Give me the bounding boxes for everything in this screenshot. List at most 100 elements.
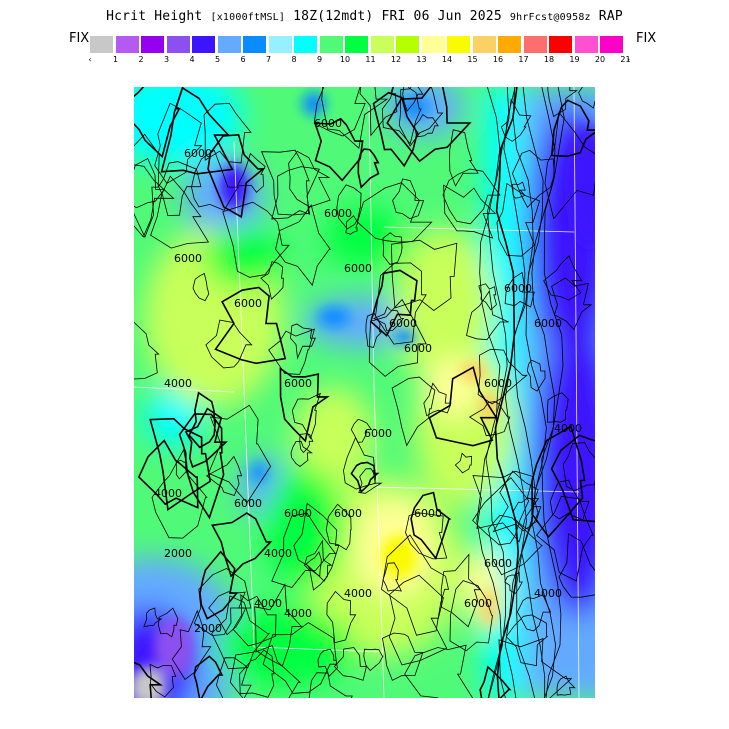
colorbar-fix-right: FIX xyxy=(636,31,657,46)
contour-line xyxy=(203,102,252,164)
contour-label: 6000 xyxy=(484,377,512,390)
colorbar-tick-label: 16 xyxy=(492,55,504,64)
title-units: [x1000ftMSL] xyxy=(210,12,286,23)
contour-line xyxy=(375,262,427,345)
contour-line xyxy=(304,539,333,591)
contour-line xyxy=(494,87,520,698)
colorbar-swatch xyxy=(345,36,368,53)
contour-label: 4000 xyxy=(154,487,182,500)
contour-line xyxy=(358,468,383,494)
contour-line xyxy=(381,87,422,145)
colorbar-swatch xyxy=(396,36,419,53)
contour-line xyxy=(402,87,424,112)
colorbar-tick-label: 8 xyxy=(291,55,297,64)
contour-line xyxy=(137,439,199,509)
contour-line xyxy=(134,157,166,209)
colorbar-tick-label: 4 xyxy=(189,55,195,64)
contour-line xyxy=(207,133,266,219)
contour-line xyxy=(472,470,540,543)
contour-line xyxy=(151,448,208,539)
contour-line xyxy=(496,182,541,257)
contour-line xyxy=(442,168,501,225)
contour-line xyxy=(134,133,160,239)
contour-line xyxy=(205,319,253,369)
contour-line xyxy=(345,215,359,235)
colorbar-tick-label: 15 xyxy=(467,55,478,64)
contour-line xyxy=(472,477,530,546)
colorbar-tick-label: 14 xyxy=(441,55,453,64)
contour-line xyxy=(290,440,313,468)
contour-label: 6000 xyxy=(464,597,492,610)
contour-line xyxy=(160,87,234,175)
contour-line xyxy=(279,367,330,443)
contour-line xyxy=(193,655,224,698)
contour-line xyxy=(175,459,188,480)
contour-line xyxy=(178,413,225,520)
contour-line xyxy=(541,87,565,698)
contour-line xyxy=(466,289,509,341)
contour-label: 6000 xyxy=(184,147,212,160)
contour-line xyxy=(205,455,243,496)
colorbar-tick-label: 2 xyxy=(138,55,144,64)
colorbar-swatch xyxy=(319,36,343,53)
colorbar-tick-label: 21 xyxy=(620,55,631,64)
contour-line xyxy=(305,551,322,577)
contour-label: 6000 xyxy=(344,262,372,275)
contour-line xyxy=(556,675,576,696)
contour-line xyxy=(260,261,284,300)
colorbar-tick-label: 19 xyxy=(569,55,580,64)
colorbar-tick-label: 13 xyxy=(416,55,427,64)
contour-line xyxy=(578,87,595,109)
contour-label: 6000 xyxy=(534,317,562,330)
contour-line xyxy=(388,574,448,666)
contour-line xyxy=(357,182,433,243)
chart-title: Hcrit Height [x1000ftMSL] 18Z(12mdt) FRI… xyxy=(0,9,729,24)
colorbar-swatch xyxy=(523,36,547,53)
title-forecast: 9hrFcst@0958z xyxy=(509,12,591,23)
contour-line xyxy=(336,184,362,230)
contour-label: 6000 xyxy=(284,377,312,390)
contour-line xyxy=(503,87,527,698)
contour-line xyxy=(428,366,498,447)
contour-line xyxy=(254,583,303,667)
contour-line xyxy=(313,87,366,137)
contour-label: 4000 xyxy=(534,587,562,600)
contour-line xyxy=(208,591,247,636)
contour-line xyxy=(504,571,523,594)
contour-line xyxy=(454,452,473,474)
contour-label: 6000 xyxy=(324,207,352,220)
contour-line xyxy=(288,150,331,208)
contour-line xyxy=(134,661,164,698)
contour-label: 4000 xyxy=(284,607,312,620)
contour-line xyxy=(271,166,320,220)
contour-label: 6000 xyxy=(364,427,392,440)
contour-line xyxy=(386,87,472,163)
contour-line xyxy=(343,436,376,490)
contour-line xyxy=(505,614,549,667)
colorbar-under-tick: ‹ xyxy=(88,55,92,64)
contour-line xyxy=(370,269,418,337)
colorbar-tick-label: 20 xyxy=(594,55,606,64)
contour-line xyxy=(549,479,590,521)
contour-line xyxy=(325,503,352,551)
colorbar-swatch xyxy=(217,36,241,53)
colorbar-fix-left: FIX xyxy=(69,31,90,46)
colorbar-swatch xyxy=(166,36,190,53)
contour-line xyxy=(299,433,314,454)
contour-label: 6000 xyxy=(404,342,432,355)
colorbar-swatch xyxy=(141,36,164,53)
contour-line xyxy=(191,149,239,211)
contour-line xyxy=(478,283,497,311)
title-model: RAP xyxy=(598,9,623,24)
contour-line xyxy=(268,328,315,375)
contour-line xyxy=(516,594,552,632)
contour-line xyxy=(550,99,595,158)
contour-line xyxy=(391,376,436,447)
contour-line xyxy=(485,87,510,698)
contour-line xyxy=(511,149,556,208)
colorbar: ‹ 1 2 3 4 5 6 7 8 9 10 11 12 13 14 15 16 17 18 19 20 21 › xyxy=(88,36,640,64)
contour-line xyxy=(222,201,290,278)
contour-label: 6000 xyxy=(414,507,442,520)
contour-line xyxy=(359,87,398,137)
contour-label: 4000 xyxy=(254,597,282,610)
